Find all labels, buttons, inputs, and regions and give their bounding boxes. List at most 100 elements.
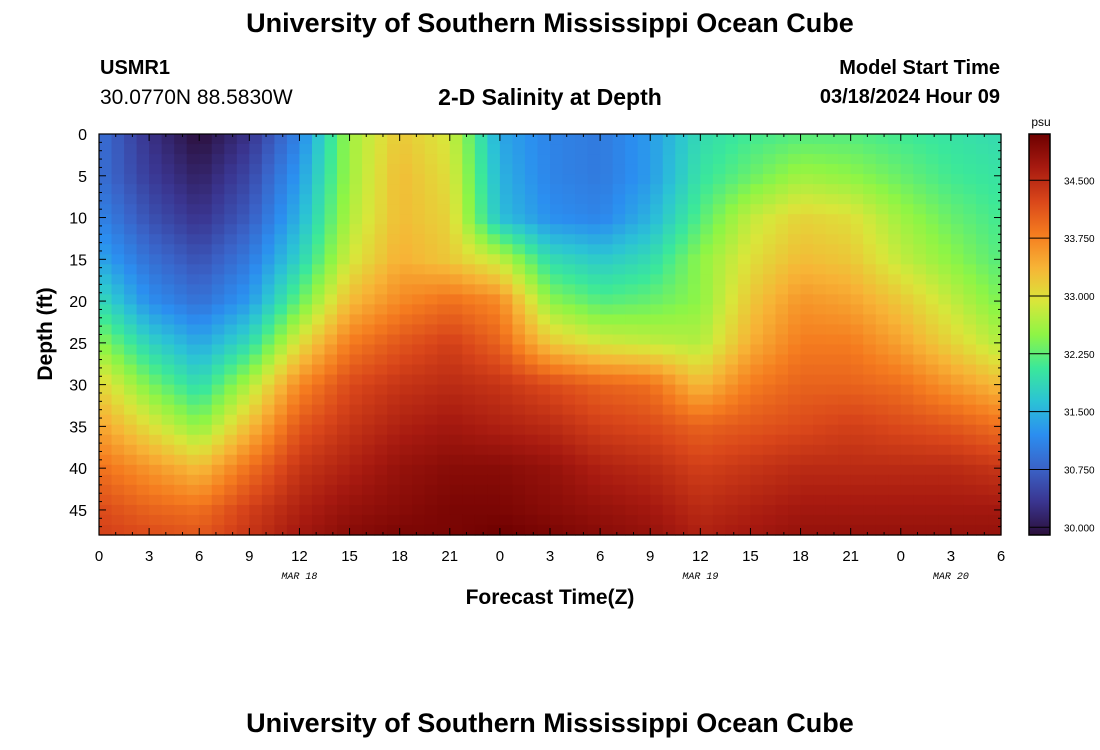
heatmap-cell <box>199 474 213 486</box>
heatmap-cell <box>462 424 476 436</box>
heatmap-cell <box>813 334 827 346</box>
heatmap-cell <box>612 324 626 336</box>
heatmap-cell <box>199 424 213 436</box>
heatmap-cell <box>875 454 889 466</box>
heatmap-cell <box>988 414 1002 426</box>
heatmap-cell <box>474 324 488 336</box>
heatmap-cell <box>324 434 338 446</box>
heatmap-cell <box>775 194 789 205</box>
heatmap-cell <box>600 144 614 155</box>
heatmap-cell <box>813 524 827 536</box>
heatmap-cell <box>813 224 827 235</box>
heatmap-cell <box>424 324 438 336</box>
heatmap-cell <box>612 314 626 326</box>
heatmap-cell <box>449 254 463 265</box>
heatmap-cell <box>800 144 814 155</box>
heatmap-cell <box>174 234 188 245</box>
heatmap-cell <box>550 394 564 406</box>
heatmap-cell <box>775 154 789 165</box>
heatmap-cell <box>775 204 789 215</box>
heatmap-cell <box>550 304 564 316</box>
heatmap-cell <box>575 414 589 426</box>
heatmap-cell <box>712 314 726 326</box>
heatmap-cell <box>161 324 175 336</box>
heatmap-cell <box>512 204 526 215</box>
heatmap-cell <box>750 224 764 235</box>
heatmap-cell <box>499 264 514 275</box>
heatmap-cell <box>99 144 113 155</box>
heatmap-cell <box>299 484 313 496</box>
heatmap-cell <box>562 514 576 526</box>
heatmap-cell <box>524 224 539 235</box>
heatmap-cell <box>512 384 526 396</box>
heatmap-cell <box>261 344 275 356</box>
heatmap-cell <box>487 134 501 145</box>
heatmap-cell <box>700 134 714 145</box>
heatmap-cell <box>700 304 714 316</box>
heatmap-cell <box>687 324 701 336</box>
heatmap-cell <box>399 274 413 285</box>
heatmap-cell <box>286 364 301 376</box>
heatmap-cell <box>474 304 488 316</box>
heatmap-cell <box>499 394 514 406</box>
heatmap-cell <box>424 354 438 366</box>
heatmap-cell <box>186 324 200 336</box>
heatmap-cell <box>487 394 501 406</box>
heatmap-cell <box>662 454 676 466</box>
heatmap-cell <box>725 404 739 416</box>
heatmap-cell <box>637 304 651 316</box>
heatmap-cell <box>913 304 927 316</box>
heatmap-cell <box>938 244 952 255</box>
heatmap-cell <box>600 334 614 346</box>
heatmap-cell <box>725 264 739 275</box>
heatmap-cell <box>462 364 476 376</box>
heatmap-cell <box>537 334 551 346</box>
heatmap-cell <box>224 234 238 245</box>
heatmap-cell <box>712 364 726 376</box>
x-tick-label: 3 <box>947 548 955 565</box>
heatmap-cell <box>938 134 952 145</box>
heatmap-cell <box>687 454 701 466</box>
heatmap-cell <box>462 454 476 466</box>
heatmap-cell <box>437 304 451 316</box>
heatmap-cell <box>524 524 539 536</box>
heatmap-cell <box>725 144 739 155</box>
heatmap-cell <box>550 214 564 225</box>
heatmap-cell <box>850 184 864 195</box>
heatmap-cell <box>499 304 514 316</box>
heatmap-cell <box>550 364 564 376</box>
heatmap-cell <box>737 194 752 205</box>
heatmap-cell <box>913 204 927 215</box>
heatmap-cell <box>737 404 752 416</box>
heatmap-cell <box>800 494 814 506</box>
heatmap-cell <box>975 134 990 145</box>
heatmap-cell <box>612 384 626 396</box>
heatmap-cell <box>374 204 388 215</box>
heatmap-cell <box>236 344 250 356</box>
heatmap-cell <box>537 414 551 426</box>
heatmap-cell <box>512 504 526 516</box>
heatmap-cell <box>813 364 827 376</box>
heatmap-cell <box>412 354 426 366</box>
heatmap-cell <box>900 284 914 296</box>
heatmap-cell <box>149 444 163 456</box>
heatmap-cell <box>524 204 539 215</box>
heatmap-cell <box>399 434 413 446</box>
heatmap-cell <box>124 194 138 205</box>
heatmap-cell <box>286 244 301 255</box>
heatmap-cell <box>399 174 413 185</box>
x-tick-label: 12 <box>291 548 308 565</box>
heatmap-cell <box>449 394 463 406</box>
heatmap-cell <box>687 264 701 275</box>
heatmap-cell <box>712 424 726 436</box>
heatmap-cell <box>249 174 263 185</box>
heatmap-cell <box>111 464 125 476</box>
heatmap-cell <box>775 504 789 516</box>
heatmap-cell <box>562 234 576 245</box>
heatmap-cell <box>136 344 150 356</box>
heatmap-cell <box>399 444 413 456</box>
heatmap-cell <box>311 424 326 436</box>
heatmap-cell <box>938 254 952 265</box>
heatmap-cell <box>249 454 263 466</box>
heatmap-cell <box>186 414 200 426</box>
